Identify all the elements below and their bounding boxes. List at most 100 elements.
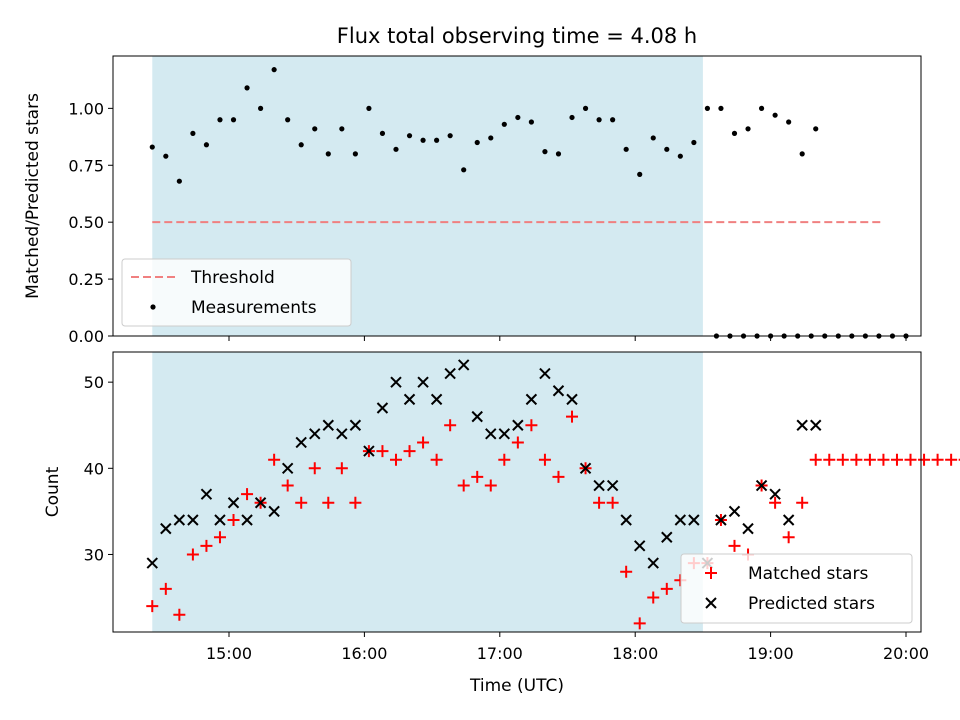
measurement-point-17 [379,130,386,136]
measurement-point-10 [285,117,291,123]
matched-star-point-28 [525,419,538,432]
matched-star-point-50 [823,453,836,466]
measurement-point-26 [501,121,507,127]
top-y-tick-label-4: 1.00 [68,99,104,118]
measurement-point-16 [366,105,372,111]
measurement-point-33 [596,117,602,123]
bottom-y-axis-label: Count [43,466,63,517]
predicted-star-point-13 [322,419,335,431]
measurement-point-38 [664,146,670,152]
bottom-x-ticks: 15:00 16:00 17:00 18:00 19:00 20:00 [206,632,929,663]
matched-star-point-15 [349,496,362,509]
matched-star-point-37 [647,591,660,604]
measurement-point-43 [731,130,738,136]
measurement-point-22 [447,133,453,139]
bottom-y-ticks: 30 40 50 [84,373,113,564]
measurement-point-31 [569,114,575,121]
measurement-point-20 [420,137,426,143]
measurement-point-3 [190,130,196,136]
matched-star-point-13 [322,496,335,509]
x-tick-label-2: 17:00 [477,644,523,663]
matched-star-point-34 [606,496,619,509]
predicted-star-point-47 [782,514,795,526]
matched-star-point-47 [782,531,795,544]
predicted-star-point-25 [485,428,497,440]
predicted-star-point-30 [552,385,565,397]
predicted-star-point-29 [539,367,551,380]
predicted-star-point-43 [728,505,741,518]
predicted-star-point-21 [430,393,443,406]
matched-star-point-19 [403,445,416,458]
bottom-y-tick-label-1: 40 [84,459,104,478]
legend-matched-swatch [705,567,717,579]
matched-star-point-31 [566,410,579,423]
matched-star-point-38 [660,582,673,595]
predicted-star-point-26 [498,428,511,440]
predicted-star-point-9 [268,505,280,518]
predicted-star-point-19 [403,393,416,406]
matched-star-point-6 [227,514,240,526]
predicted-star-point-0 [146,557,158,569]
measurement-point-4 [203,142,210,148]
matched-star-point-35 [620,565,633,578]
x-axis-label: Time (UTC) [469,676,564,696]
measurement-point-29 [542,149,548,155]
matched-star-point-0 [146,600,159,613]
matched-star-point-59 [945,453,958,466]
predicted-star-point-11 [295,436,307,449]
measurement-point-27 [515,114,521,121]
measurement-point-45 [758,105,765,111]
legend-matched-label: Matched stars [748,564,868,584]
bottom-legend: Matched stars Predicted stars [680,553,913,624]
top-y-tick-label-2: 0.50 [68,213,104,232]
measurement-point-6 [230,117,237,123]
predicted-star-point-2 [173,514,186,526]
measurement-point-41 [704,105,711,111]
measurement-point-30 [555,151,562,157]
measurement-point-49 [813,126,819,132]
matched-star-point-9 [268,453,281,466]
legend-predicted-label: Predicted stars [748,594,875,614]
measurement-point-13 [325,151,331,157]
matched-star-point-53 [863,453,876,466]
matched-star-point-1 [159,582,172,595]
matched-star-point-7 [241,488,254,501]
measurement-point-25 [488,135,494,141]
predicted-star-point-10 [281,462,294,475]
top-axes-frame [112,55,922,337]
measurement-point-40 [691,139,697,146]
predicted-star-point-36 [634,540,646,552]
legend-threshold-label: Threshold [190,268,275,288]
chart-title: Flux total observing time = 4.08 h [337,24,697,48]
predicted-star-point-4 [200,488,213,500]
matched-star-point-46 [769,496,782,509]
predicted-star-point-3 [187,514,199,526]
matched-star-point-58 [931,453,944,466]
measurement-point-18 [393,146,399,152]
matched-star-point-2 [173,608,186,621]
predicted-star-point-44 [742,522,754,535]
measurement-point-21 [434,137,440,143]
predicted-star-point-16 [363,445,375,457]
predicted-star-point-32 [579,462,592,475]
bottom-legend-box [680,553,913,624]
x-tick-label-1: 16:00 [341,644,387,663]
top-y-ticks: 0.00 0.25 0.50 0.75 1.00 [68,99,113,346]
measurement-point-12 [312,126,318,132]
matched-star-point-51 [836,453,849,466]
predicted-star-point-45 [755,479,768,492]
predicted-star-point-34 [606,479,619,492]
measurement-point-5 [217,117,223,123]
predicted-star-point-37 [647,557,659,569]
matched-star-point-5 [213,531,226,544]
top-y-tick-label-3: 0.75 [68,156,104,175]
predicted-star-point-49 [810,419,822,431]
top-y-axis-label: Matched/Predicted stars [23,93,43,299]
measurement-point-36 [637,171,643,177]
measurement-points [149,67,909,339]
matched-star-point-22 [444,419,457,432]
measurement-point-39 [677,153,683,159]
measurement-point-19 [406,133,413,139]
measurement-point-37 [650,135,656,141]
predicted-star-point-28 [525,393,538,406]
